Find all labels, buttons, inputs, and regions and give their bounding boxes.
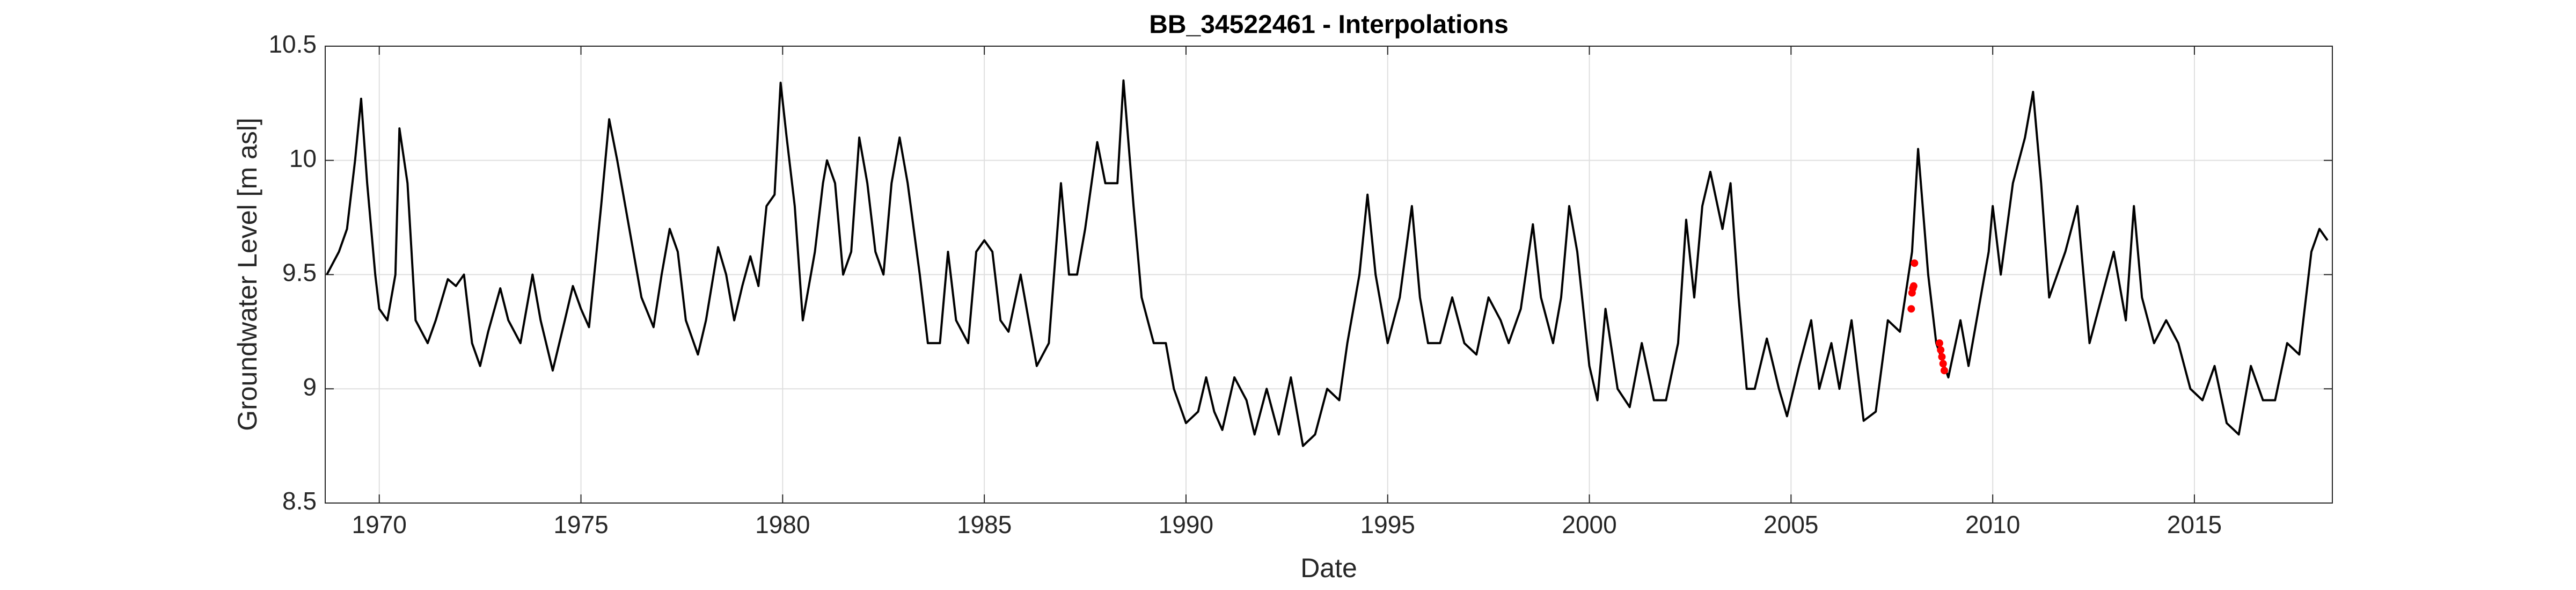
x-tick-label: 1980 (755, 511, 810, 538)
y-tick-label: 8.5 (282, 487, 317, 515)
axes-box (325, 46, 2333, 504)
x-tick-label: 2005 (1763, 511, 1818, 538)
interpolated-point (1935, 339, 1943, 347)
chart-title: BB_34522461 - Interpolations (1149, 11, 1509, 39)
y-tick-label: 9.5 (282, 259, 317, 287)
interpolated-point (1938, 353, 1946, 361)
y-axis-label: Groundwater Level [m asl] (232, 118, 262, 431)
y-tick-label: 10 (289, 144, 317, 172)
x-tick-label: 1995 (1360, 511, 1415, 538)
y-tick-label: 10.5 (268, 30, 317, 58)
interpolated-point (1911, 259, 1919, 267)
interpolated-point (1909, 282, 1918, 290)
x-tick-label: 1985 (957, 511, 1012, 538)
x-tick-label: 2015 (2167, 511, 2222, 538)
x-tick-label: 2000 (1562, 511, 1616, 538)
series-line (326, 79, 2329, 447)
x-axis-label: Date (1300, 553, 1357, 583)
x-tick-label: 1970 (352, 511, 407, 538)
interpolated-point (1937, 346, 1945, 354)
interpolated-point (1939, 360, 1947, 368)
y-tick-label: 9 (303, 373, 317, 400)
x-tick-label: 2010 (1965, 511, 2020, 538)
x-tick-label: 1990 (1159, 511, 1213, 538)
interpolated-point (1940, 367, 1948, 375)
x-tick-label: 1975 (553, 511, 608, 538)
interpolated-point (1907, 305, 1915, 313)
